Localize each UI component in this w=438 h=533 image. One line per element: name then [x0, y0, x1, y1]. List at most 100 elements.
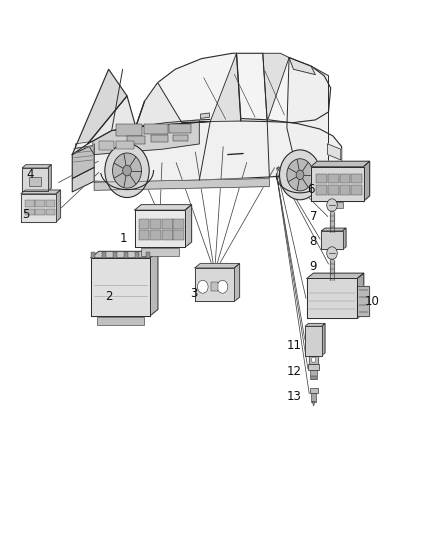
Polygon shape: [311, 166, 364, 201]
Bar: [139, 220, 149, 229]
Bar: [351, 185, 362, 195]
Bar: [351, 174, 362, 183]
Text: 9: 9: [309, 260, 317, 273]
Polygon shape: [328, 144, 341, 160]
Bar: [162, 220, 173, 229]
Circle shape: [327, 247, 337, 260]
Bar: [151, 135, 168, 142]
Polygon shape: [289, 58, 315, 75]
Bar: [99, 141, 114, 150]
Bar: [141, 248, 179, 256]
Polygon shape: [195, 263, 240, 268]
Bar: [144, 124, 168, 134]
Bar: [124, 253, 128, 257]
Polygon shape: [56, 190, 60, 222]
Bar: [25, 200, 35, 207]
Bar: [102, 253, 106, 257]
Polygon shape: [357, 286, 370, 316]
Polygon shape: [91, 251, 158, 257]
Bar: [173, 135, 188, 141]
Bar: [150, 220, 161, 229]
Polygon shape: [135, 205, 192, 210]
Text: 5: 5: [23, 208, 30, 221]
Bar: [35, 200, 45, 207]
Polygon shape: [136, 83, 210, 127]
Circle shape: [217, 280, 228, 293]
Bar: [97, 317, 144, 325]
Polygon shape: [287, 58, 328, 175]
Circle shape: [296, 170, 304, 180]
Polygon shape: [94, 179, 269, 190]
Circle shape: [279, 150, 321, 200]
Bar: [116, 124, 142, 136]
Polygon shape: [136, 53, 331, 127]
Text: 10: 10: [365, 295, 380, 308]
Circle shape: [311, 357, 316, 362]
Polygon shape: [75, 141, 93, 148]
Polygon shape: [91, 257, 150, 316]
Polygon shape: [88, 96, 136, 144]
Text: 12: 12: [287, 365, 302, 378]
Bar: [92, 253, 95, 257]
Polygon shape: [263, 53, 289, 122]
Polygon shape: [21, 194, 56, 222]
Bar: [162, 230, 173, 240]
Polygon shape: [307, 273, 364, 278]
Polygon shape: [22, 165, 51, 168]
Bar: [308, 364, 319, 370]
Polygon shape: [72, 118, 342, 182]
Bar: [310, 370, 317, 379]
Bar: [311, 393, 316, 402]
Bar: [316, 185, 327, 195]
Bar: [46, 200, 55, 207]
Bar: [150, 230, 161, 240]
Circle shape: [113, 153, 141, 188]
Bar: [113, 253, 117, 257]
Bar: [310, 388, 318, 393]
Polygon shape: [321, 228, 346, 231]
Polygon shape: [305, 324, 325, 326]
Bar: [29, 177, 41, 185]
Bar: [173, 220, 184, 229]
Text: 3: 3: [191, 287, 198, 300]
Bar: [328, 185, 339, 195]
Circle shape: [287, 159, 313, 191]
Bar: [135, 253, 138, 257]
Polygon shape: [150, 251, 158, 316]
Text: 6: 6: [307, 183, 315, 196]
Bar: [339, 185, 350, 195]
Polygon shape: [322, 324, 325, 356]
Polygon shape: [72, 167, 94, 192]
Bar: [316, 174, 327, 183]
Polygon shape: [72, 69, 127, 155]
Bar: [116, 141, 134, 149]
Polygon shape: [48, 165, 51, 191]
Polygon shape: [311, 161, 370, 166]
Polygon shape: [307, 278, 357, 319]
Bar: [146, 253, 149, 257]
Polygon shape: [312, 401, 315, 406]
Polygon shape: [21, 190, 60, 194]
Polygon shape: [309, 356, 318, 364]
Bar: [46, 209, 55, 215]
Bar: [139, 230, 149, 240]
Polygon shape: [234, 263, 240, 302]
Polygon shape: [185, 205, 192, 247]
Polygon shape: [22, 168, 48, 191]
Polygon shape: [343, 228, 346, 249]
Polygon shape: [210, 53, 241, 122]
Bar: [332, 203, 343, 207]
Polygon shape: [364, 161, 370, 201]
Text: 7: 7: [310, 211, 318, 223]
Bar: [212, 282, 218, 291]
Circle shape: [123, 165, 131, 176]
Bar: [339, 174, 350, 183]
Polygon shape: [321, 231, 343, 249]
Text: 11: 11: [287, 339, 302, 352]
Bar: [173, 230, 184, 240]
Polygon shape: [72, 144, 94, 179]
Text: 4: 4: [26, 168, 34, 181]
Bar: [35, 209, 45, 215]
Circle shape: [105, 143, 149, 198]
Bar: [169, 124, 191, 133]
